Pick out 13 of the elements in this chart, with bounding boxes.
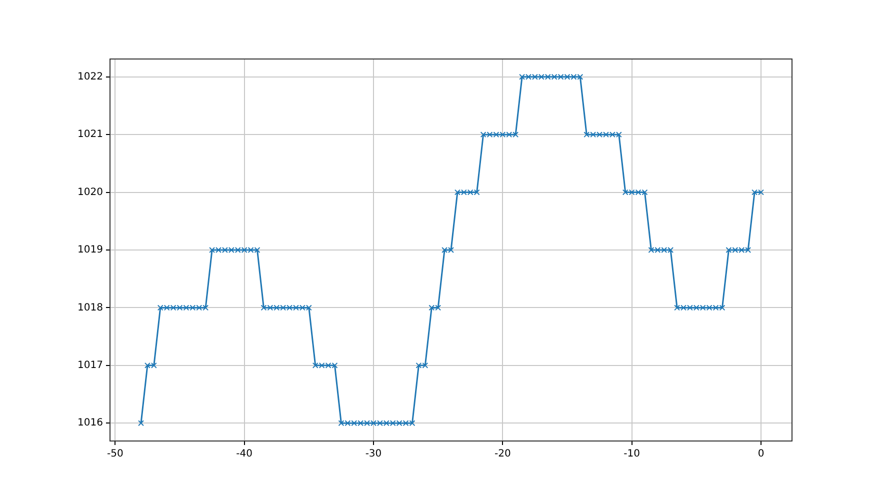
y-tick-label: 1022 bbox=[78, 71, 103, 82]
y-tick-label: 1016 bbox=[78, 418, 103, 429]
y-tick-label: 1017 bbox=[78, 360, 103, 371]
x-tick-label: 0 bbox=[758, 448, 764, 460]
x-tick-label: -50 bbox=[106, 448, 124, 460]
y-tick-label: 1020 bbox=[78, 186, 103, 198]
x-tick-label: -10 bbox=[624, 448, 640, 460]
x-tick-label: -40 bbox=[236, 448, 253, 460]
y-tick-label: 1021 bbox=[78, 129, 103, 140]
y-tick-label: 1018 bbox=[78, 302, 103, 314]
y-tick-label: 1019 bbox=[78, 244, 103, 256]
x-tick-label: -30 bbox=[365, 448, 382, 460]
x-tick-label: -20 bbox=[494, 448, 511, 460]
